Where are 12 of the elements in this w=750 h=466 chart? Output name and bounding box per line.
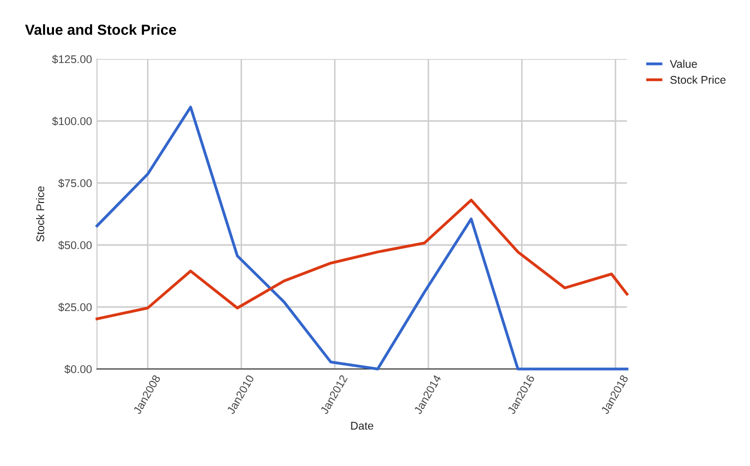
legend-label: Value <box>670 60 697 68</box>
y-tick-label: $75.00 <box>58 178 92 188</box>
line-series <box>96 198 628 320</box>
y-tick-label: $100.00 <box>52 116 92 126</box>
y-tick-label: $125.00 <box>52 54 92 64</box>
x-axis-title: Date <box>351 422 374 430</box>
legend-label: Stock Price <box>670 76 726 84</box>
y-tick-label: $25.00 <box>58 302 92 312</box>
y-axis-title: Stock Price <box>36 186 44 242</box>
y-tick-label: $0.00 <box>64 364 92 374</box>
y-tick-label: $50.00 <box>58 240 92 250</box>
chart-title: Value and Stock Price <box>25 24 176 35</box>
